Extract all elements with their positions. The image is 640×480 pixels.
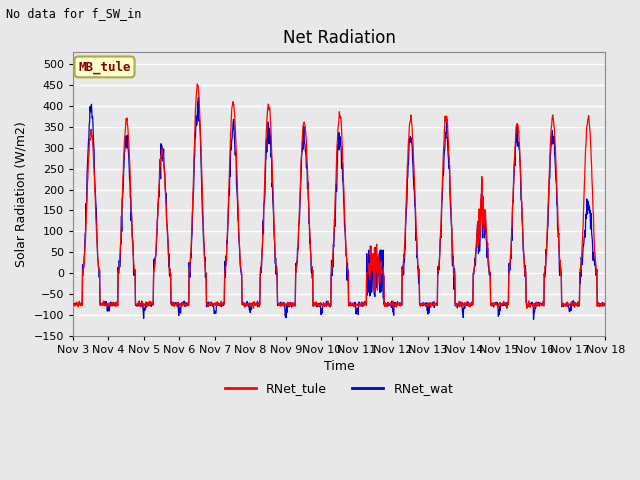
- Title: Net Radiation: Net Radiation: [283, 29, 396, 48]
- Y-axis label: Solar Radiation (W/m2): Solar Radiation (W/m2): [15, 121, 28, 266]
- Legend: RNet_tule, RNet_wat: RNet_tule, RNet_wat: [220, 377, 458, 400]
- X-axis label: Time: Time: [324, 360, 355, 373]
- Text: No data for f_SW_in: No data for f_SW_in: [6, 7, 142, 20]
- Text: MB_tule: MB_tule: [78, 60, 131, 73]
